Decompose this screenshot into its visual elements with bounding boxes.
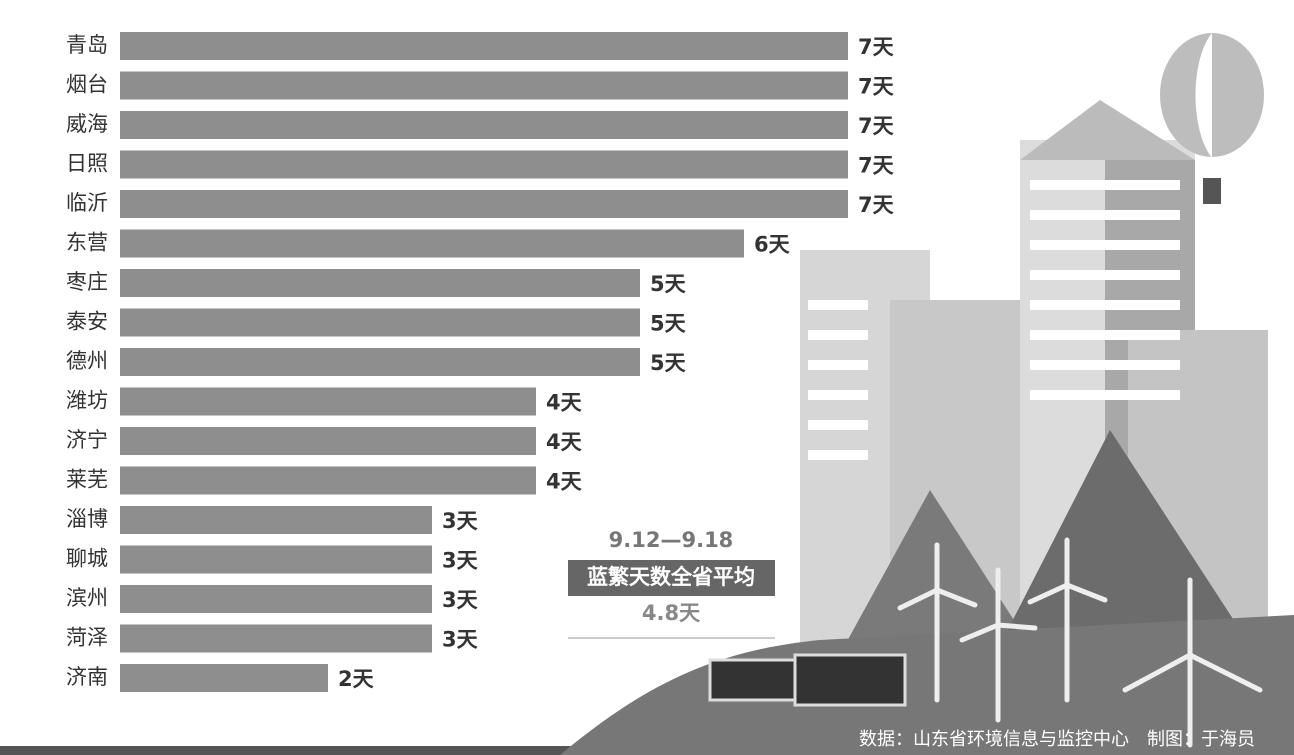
value-label: 7天: [858, 35, 895, 59]
category-label: 德州: [66, 349, 108, 373]
category-label: 烟台: [66, 73, 108, 97]
category-label: 青岛: [66, 33, 108, 57]
solar-panel: [795, 655, 905, 705]
bar: [120, 625, 432, 653]
value-label: 3天: [442, 509, 479, 533]
bar: [120, 427, 536, 455]
value-label: 7天: [858, 193, 895, 217]
bar: [120, 664, 328, 692]
category-label: 临沂: [66, 191, 108, 215]
category-label: 菏泽: [66, 626, 108, 650]
balloon-basket: [1203, 178, 1221, 204]
category-label: 东营: [66, 231, 108, 255]
bar: [120, 151, 848, 179]
bar: [120, 585, 432, 613]
bar: [120, 111, 848, 139]
value-label: 4天: [546, 430, 583, 454]
bar: [120, 467, 536, 495]
value-label: 7天: [858, 154, 895, 178]
bar: [120, 388, 536, 416]
category-label: 莱芜: [66, 468, 108, 492]
value-label: 5天: [650, 351, 687, 375]
chart: 9.12—9.18 蓝繁天数全省平均 4.8天 数据：山东省环境信息与监控中心 …: [0, 0, 1294, 755]
annotation: 蓝繁天数全省平均: [587, 565, 755, 589]
value-label: 7天: [858, 75, 895, 99]
category-label: 济南: [66, 665, 108, 689]
source: 数据：山东省环境信息与监控中心 制图：于海员: [859, 729, 1255, 750]
bar: [120, 269, 640, 297]
bar: [120, 190, 848, 218]
category-label: 济宁: [66, 428, 108, 452]
bar: [120, 72, 848, 100]
category-label: 日照: [66, 152, 108, 176]
value-label: 4天: [546, 391, 583, 415]
value-label: 3天: [442, 628, 479, 652]
bar: [120, 546, 432, 574]
value-label: 7天: [858, 114, 895, 138]
annotation: 4.8天: [642, 601, 701, 625]
bar: [120, 309, 640, 337]
solar-panel: [710, 660, 795, 700]
value-label: 3天: [442, 549, 479, 573]
annotation: 9.12—9.18: [609, 528, 734, 552]
category-label: 聊城: [66, 547, 108, 571]
value-label: 5天: [650, 272, 687, 296]
category-label: 威海: [66, 112, 108, 136]
category-label: 枣庄: [66, 270, 108, 294]
value-label: 3天: [442, 588, 479, 612]
category-label: 滨州: [66, 586, 108, 610]
bar: [120, 348, 640, 376]
category-label: 淄博: [66, 507, 108, 531]
bar: [120, 506, 432, 534]
value-label: 2天: [338, 667, 375, 691]
category-label: 潍坊: [66, 389, 108, 413]
value-label: 4天: [546, 470, 583, 494]
bar: [120, 32, 848, 60]
category-label: 泰安: [66, 310, 108, 334]
value-label: 6天: [754, 233, 791, 257]
value-label: 5天: [650, 312, 687, 336]
bar: [120, 230, 744, 258]
